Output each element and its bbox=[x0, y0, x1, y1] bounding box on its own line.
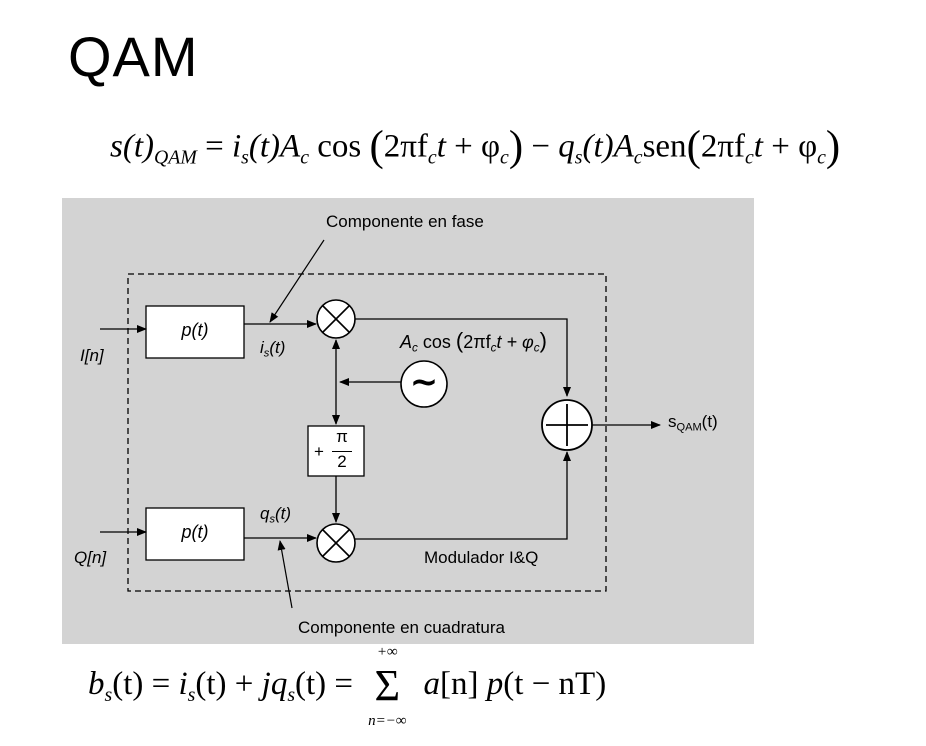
output-label: sQAM(t) bbox=[668, 412, 718, 434]
phase-shift-plus: + bbox=[314, 442, 324, 461]
pulse-filter-q-box bbox=[145, 507, 245, 561]
iq-modulator-diagram: Componente en fase Componente en cuadrat… bbox=[62, 198, 754, 644]
modulator-label: Modulador I&Q bbox=[424, 548, 539, 567]
modulator-boundary bbox=[127, 273, 607, 592]
adder bbox=[541, 399, 593, 451]
quadrature-annotation-pointer bbox=[277, 540, 293, 609]
phase-shift-numerator: π bbox=[336, 427, 348, 446]
input-q-label: Q[n] bbox=[74, 548, 107, 567]
multiplier-q bbox=[316, 523, 356, 563]
multiplier-i bbox=[316, 299, 356, 339]
i-branch-to-adder bbox=[355, 318, 571, 397]
qam-signal-formula: s(t)QAM = is(t)Ac cos (2πfct + φc) − qs(… bbox=[110, 123, 841, 170]
diagram-graphics bbox=[100, 239, 661, 609]
pulse-filter-i-label: p(t) bbox=[181, 320, 209, 340]
is-signal-label: is(t) bbox=[260, 338, 286, 360]
phase-annotation-pointer bbox=[269, 239, 325, 323]
pulse-filter-i-box bbox=[145, 305, 245, 359]
carrier-label: Ac cos (2πfct + φc) bbox=[400, 328, 547, 355]
oscillator-circle bbox=[400, 360, 448, 408]
qs-signal-label: qs(t) bbox=[260, 504, 292, 526]
phase-shift-denominator: 2 bbox=[337, 452, 347, 471]
input-i-label: I[n] bbox=[80, 346, 104, 365]
slide-title: QAM bbox=[68, 25, 199, 88]
oscillator-symbol: ~ bbox=[409, 362, 439, 402]
component-quadrature-label: Componente en cuadratura bbox=[298, 618, 505, 637]
component-phase-label: Componente en fase bbox=[326, 212, 484, 231]
pulse-filter-q-label: p(t) bbox=[181, 522, 209, 542]
q-branch-to-adder bbox=[355, 451, 571, 540]
phase-shift-fraction-bar bbox=[332, 451, 352, 452]
